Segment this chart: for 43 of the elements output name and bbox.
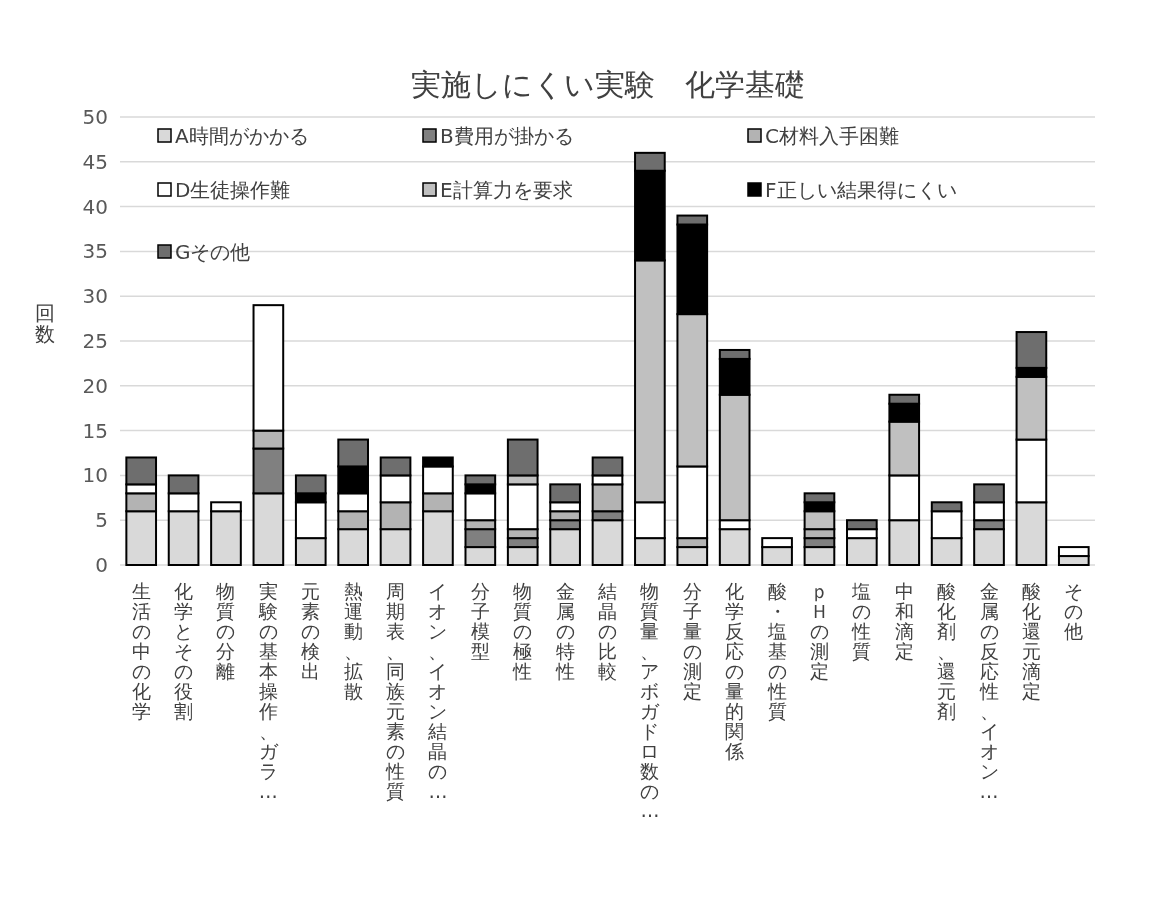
category-label: 周期表、同族元素の性質 [386,580,406,802]
legend-label: E計算力を要求 [440,178,573,202]
x-tick-label: 物質の分離 [216,580,236,682]
y-tick-label: 40 [82,194,108,219]
x-tick-label: ｐＨの測定 [809,580,829,682]
chart-title: 実施しにくい実験 化学基礎 [410,67,805,102]
x-tick-label: 中和滴定 [894,580,914,662]
x-tick-label: その他 [1064,580,1084,642]
legend-label: B費用が掛かる [440,124,574,148]
y-tick-label: 0 [95,553,108,577]
x-tick-label: 塩の性質 [851,580,872,662]
legend-label: Gその他 [175,240,251,264]
legend-label: D生徒操作難 [175,178,291,202]
y-tick-label: 30 [82,284,108,309]
x-tick-label: 化学とその役割 [174,580,194,722]
y-axis-title: 回数 [35,301,55,346]
x-tick-label: 酸化還元滴定 [1021,580,1041,702]
x-tick-label: 物質の極性 [512,580,533,682]
x-tick-label: 結晶の比較 [597,580,617,682]
y-tick-label: 45 [82,149,108,174]
category-label: 化学反応の量的関係 [725,580,745,762]
x-tick-label: 酸化剤、還元剤 [937,580,957,722]
y-tick-label: 5 [95,508,108,533]
category-label: 物質量、アボガドロ数の… [640,580,660,822]
x-tick-label: 分子模型 [470,580,490,662]
y-tick-label: 50 [82,105,108,129]
y-tick-label: 15 [82,418,108,443]
category-label: イオン、イオン結晶の… [428,580,448,802]
x-tick-label: 酸・塩基の性質 [766,580,787,722]
x-tick-label: 分子量の測定 [682,580,702,702]
y-tick-label: 20 [82,373,108,398]
y-tick-label: 25 [82,329,108,353]
legend-label: F正しい結果得にくい [765,178,957,202]
x-tick-label: 生活の中の化学 [131,580,151,722]
x-tick-label: 金属の特性 [554,580,575,682]
legend-label: C材料入手困難 [765,124,899,148]
category-label: 金属の反応性、イオン… [979,580,999,802]
x-tick-label: 元素の検出 [301,580,321,682]
category-label: 実験の基本操作、ガラ… [258,580,278,802]
y-tick-label: 35 [82,239,108,264]
legend-label: A時間がかかる [175,124,309,148]
y-tick-label: 10 [82,463,108,488]
x-tick-label: 熱運動、拡散 [343,580,363,702]
